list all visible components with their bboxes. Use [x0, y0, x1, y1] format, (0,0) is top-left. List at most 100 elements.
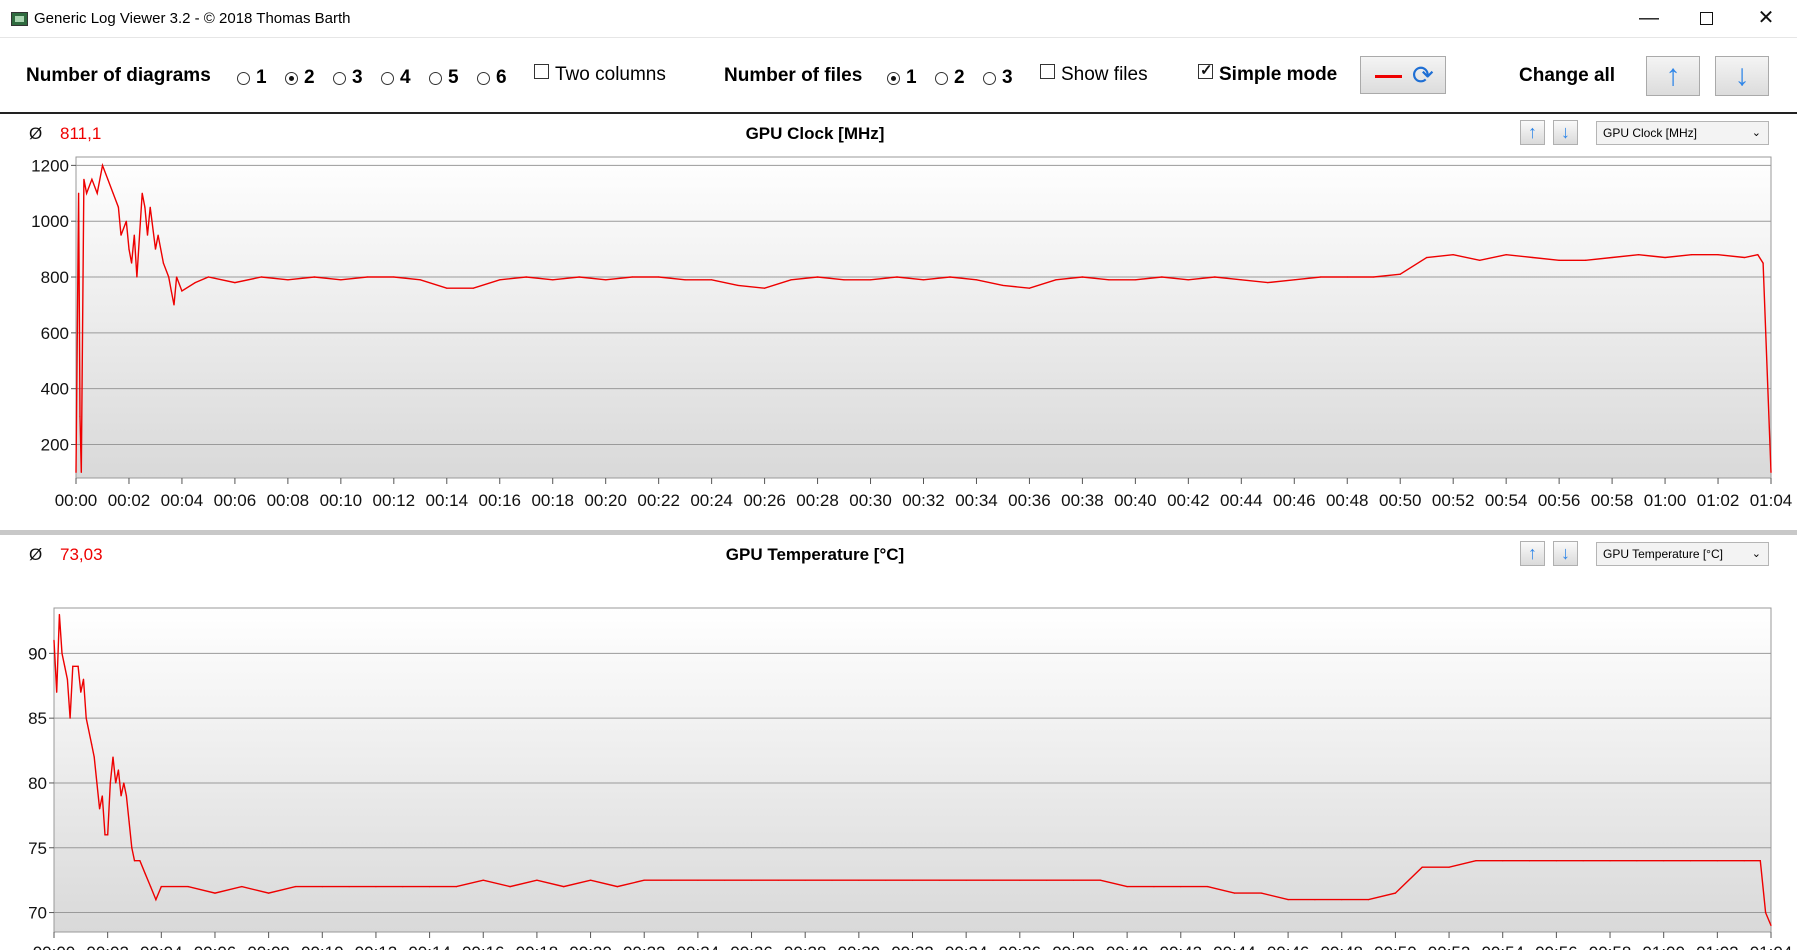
data-point — [536, 879, 538, 881]
data-point — [85, 192, 88, 194]
data-point — [1743, 860, 1745, 862]
diagrams-radio-4[interactable]: 4 — [381, 67, 411, 89]
data-point — [77, 665, 79, 667]
data-point — [194, 282, 196, 284]
app-icon — [11, 12, 28, 26]
panel-down-button[interactable]: ↓ — [1553, 120, 1578, 145]
data-point — [885, 879, 887, 881]
change-all-up-button[interactable]: ↑ — [1646, 56, 1700, 96]
checkbox-checked-icon — [1198, 61, 1213, 79]
x-tick-label: 00:12 — [355, 943, 398, 950]
radio-icon — [983, 71, 996, 85]
average-value: 73,03 — [60, 545, 103, 564]
two-columns-checkbox[interactable]: Two columns — [534, 63, 666, 86]
panel-splitter[interactable] — [0, 530, 1797, 535]
sensor-select[interactable]: GPU Temperature [°C] ⌄ — [1596, 542, 1769, 566]
data-point — [1611, 256, 1613, 259]
x-tick-label: 00:56 — [1538, 491, 1581, 510]
data-point — [1609, 860, 1611, 862]
plot-area — [75, 156, 1772, 479]
gpu-temperature-chart: 70 75 80 85 90 00:00 00:02 00:04 00:06 00:08 00:10… — [0, 570, 1797, 950]
change-all-down-button[interactable]: ↓ — [1715, 56, 1769, 96]
data-point — [643, 879, 645, 881]
data-point — [160, 886, 162, 888]
arrow-up-icon: ↑ — [1665, 59, 1681, 92]
data-point — [1346, 276, 1348, 278]
files-radio-2[interactable]: 2 — [935, 67, 965, 89]
data-point — [207, 276, 210, 278]
diagrams-radio-1[interactable]: 1 — [237, 67, 267, 89]
data-point — [402, 886, 404, 888]
data-point — [992, 879, 994, 881]
data-point — [631, 276, 633, 278]
data-point — [1757, 254, 1759, 256]
simple-mode-checkbox[interactable]: Simple mode — [1198, 61, 1337, 86]
data-point — [1637, 254, 1640, 256]
x-tick-label: 00:06 — [214, 491, 257, 510]
y-tick-label: 1000 — [31, 212, 69, 231]
arrow-up-icon: ↑ — [1528, 122, 1537, 142]
plot-area — [53, 607, 1772, 933]
data-point — [578, 276, 580, 278]
data-point — [75, 471, 77, 474]
data-point — [141, 192, 143, 194]
minimize-button[interactable]: — — [1639, 7, 1659, 29]
data-point — [321, 886, 323, 888]
data-point — [1663, 860, 1665, 862]
data-point — [1046, 879, 1048, 881]
data-point — [1448, 866, 1450, 868]
data-point — [1028, 287, 1031, 289]
data-point — [234, 282, 236, 284]
sensor-select[interactable]: GPU Clock [MHz] ⌄ — [1596, 121, 1769, 145]
data-point — [1743, 256, 1746, 259]
data-point — [260, 276, 262, 278]
x-tick-label: 00:44 — [1213, 943, 1256, 950]
data-point — [816, 276, 819, 278]
chart-title: GPU Temperature [°C] — [725, 545, 905, 564]
x-tick-label: 00:30 — [838, 943, 881, 950]
files-radio-1[interactable]: 1 — [887, 67, 917, 89]
data-point — [1081, 276, 1084, 278]
data-point — [91, 178, 93, 180]
show-files-checkbox[interactable]: Show files — [1040, 63, 1148, 86]
x-tick-label: 01:00 — [1642, 943, 1685, 950]
close-button[interactable]: ✕ — [1757, 7, 1775, 29]
diagrams-radio-3[interactable]: 3 — [333, 67, 363, 89]
panel-down-button[interactable]: ↓ — [1553, 541, 1578, 566]
x-tick-label: 00:08 — [247, 943, 290, 950]
chart-panel-gpu-clock: Ø 811,1 GPU Clock [MHz] ↑ ↓ GPU Clock [M… — [0, 114, 1797, 530]
data-point — [697, 879, 699, 881]
x-tick-label: 00:52 — [1428, 943, 1471, 950]
data-point — [509, 886, 511, 888]
diagrams-radio-6[interactable]: 6 — [477, 67, 507, 89]
title-bar: Generic Log Viewer 3.2 - © 2018 Thomas B… — [0, 0, 1797, 38]
data-point — [96, 192, 98, 194]
data-point — [176, 276, 178, 278]
panel-up-button[interactable]: ↑ — [1520, 120, 1545, 145]
data-point — [149, 886, 152, 888]
data-point — [128, 821, 130, 823]
chart-panel-gpu-temperature: Ø 73,03 GPU Temperature [°C] ↑ ↓ GPU Tem… — [0, 535, 1797, 952]
radio-icon — [381, 71, 394, 85]
data-point — [133, 234, 135, 236]
data-point — [1479, 259, 1481, 261]
panel-up-button[interactable]: ↑ — [1520, 541, 1545, 566]
data-point — [446, 287, 448, 289]
data-point — [1108, 279, 1110, 281]
data-point — [366, 276, 368, 278]
data-point — [1293, 279, 1295, 281]
data-point — [1690, 254, 1693, 256]
diagrams-radio-5[interactable]: 5 — [429, 67, 459, 89]
data-point — [1341, 899, 1343, 901]
x-tick-label: 00:50 — [1374, 943, 1417, 950]
files-radio-3[interactable]: 3 — [983, 67, 1013, 89]
data-point — [777, 879, 779, 881]
diagrams-radio-2[interactable]: 2 — [285, 67, 315, 89]
data-point — [843, 279, 845, 281]
series-style-button[interactable]: ⟳ — [1360, 56, 1446, 94]
y-tick-label: 80 — [28, 774, 47, 793]
data-point — [670, 879, 672, 881]
maximize-button[interactable] — [1677, 0, 1735, 38]
data-point — [1072, 879, 1075, 881]
x-tick-label: 00:44 — [1220, 491, 1263, 510]
